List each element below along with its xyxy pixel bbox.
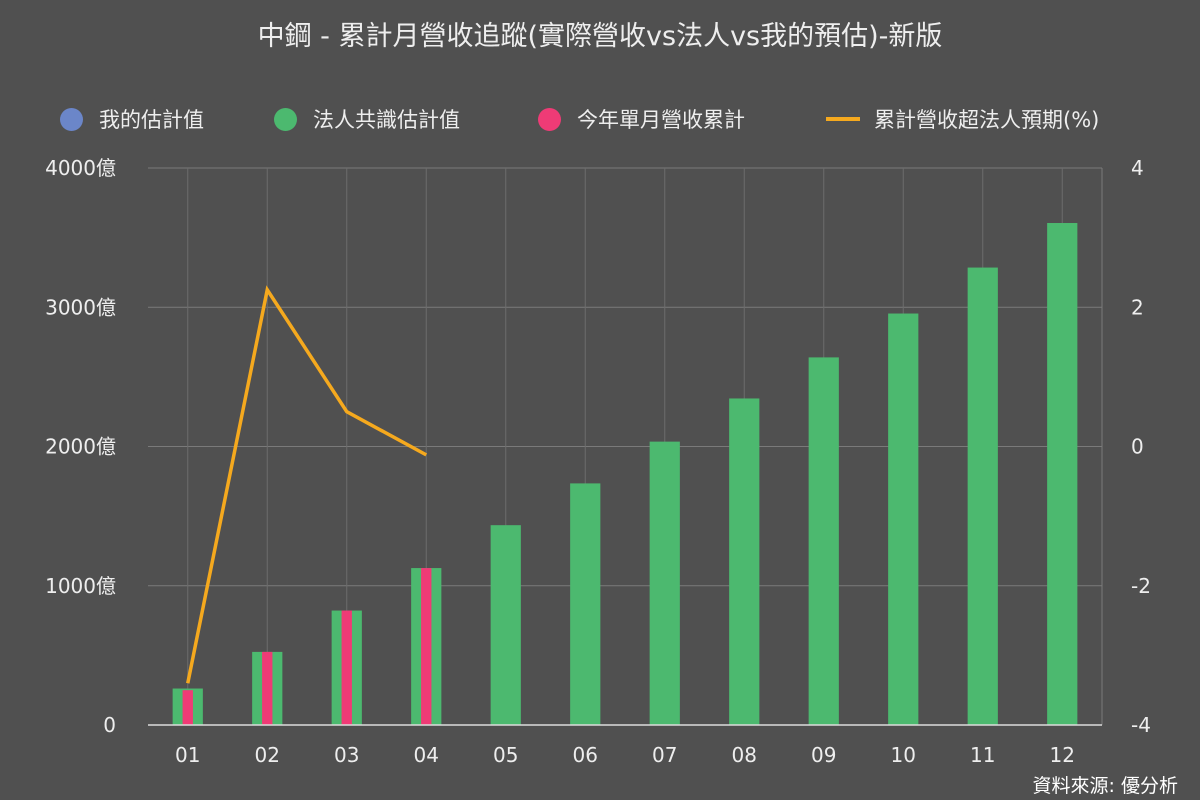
legend-item-surprise[interactable]: 累計營收超法人預期(%) [826, 104, 1099, 134]
x-tick-label: 05 [493, 743, 518, 767]
y-right-tick-label: 0 [1131, 435, 1144, 459]
y-left-tick-label: 3000億 [45, 295, 116, 319]
x-tick-label: 01 [175, 743, 200, 767]
legend-item-consensus[interactable]: 法人共識估計值 [274, 104, 460, 134]
legend-label-actual: 今年單月營收累計 [577, 108, 745, 132]
x-tick-label: 08 [732, 743, 757, 767]
y-left-tick-label: 1000億 [45, 574, 116, 598]
x-tick-label: 07 [652, 743, 677, 767]
line-surprise-pct [186, 285, 428, 684]
legend-marker-my-estimate [60, 107, 83, 131]
bar-consensus-12 [1047, 223, 1078, 725]
source-credit: 資料來源: 優分析 [1032, 775, 1178, 797]
legend-label-consensus: 法人共識估計值 [313, 108, 460, 132]
x-tick-label: 10 [891, 743, 916, 767]
legend-marker-actual [538, 107, 561, 131]
y-right-tick-label: 2 [1131, 295, 1144, 319]
legend: 我的估計值 法人共識估計值 今年單月營收累計 累計營收超法人預期(%) [0, 104, 1200, 134]
legend-item-actual[interactable]: 今年單月營收累計 [538, 104, 745, 134]
y-right-tick-label: -4 [1131, 713, 1151, 737]
y-left-tick-label: 2000億 [45, 435, 116, 459]
bar-actual-01 [182, 690, 193, 725]
y-left-tick-label: 0 [103, 713, 116, 737]
bar-consensus-08 [729, 398, 760, 725]
bar-actual-03 [341, 610, 352, 725]
bar-actual-02 [262, 651, 273, 725]
legend-marker-surprise [826, 117, 860, 121]
y-right-tick-label: -2 [1131, 574, 1151, 598]
y-left-tick-label: 4000億 [45, 156, 116, 180]
bar-consensus-07 [649, 441, 680, 725]
y-right-tick-label: 4 [1131, 156, 1144, 180]
x-tick-label: 12 [1050, 743, 1075, 767]
x-tick-label: 04 [414, 743, 439, 767]
x-tick-label: 11 [970, 743, 995, 767]
x-tick-label: 06 [573, 743, 598, 767]
bar-consensus-09 [808, 357, 839, 725]
bar-consensus-06 [570, 483, 601, 725]
legend-marker-consensus [274, 107, 297, 131]
bar-consensus-10 [888, 313, 919, 725]
legend-label-my-estimate: 我的估計值 [99, 108, 204, 132]
bar-consensus-11 [967, 267, 998, 725]
bar-consensus-05 [490, 525, 521, 725]
x-tick-label: 02 [255, 743, 280, 767]
legend-item-my-estimate[interactable]: 我的估計值 [60, 104, 204, 134]
bar-actual-04 [421, 568, 432, 725]
chart-title: 中鋼 - 累計月營收追蹤(實際營收vs法人vs我的預估)-新版 [257, 21, 943, 52]
x-tick-label: 03 [334, 743, 359, 767]
x-tick-label: 09 [811, 743, 836, 767]
legend-label-surprise: 累計營收超法人預期(%) [874, 108, 1100, 132]
